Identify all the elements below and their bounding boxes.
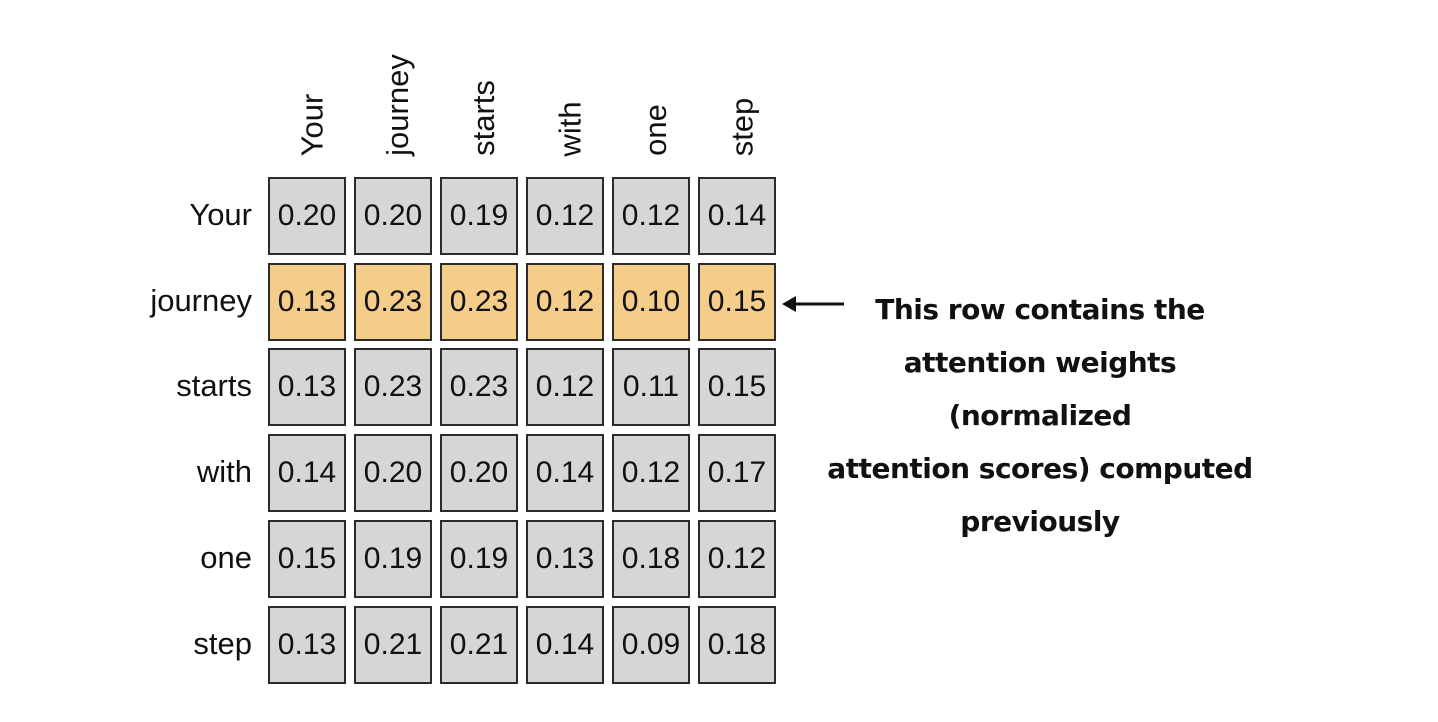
column-header: journey — [379, 54, 415, 156]
highlighted-matrix-cell: 0.10 — [612, 263, 690, 341]
callout-line: attention scores) computed — [827, 452, 1253, 485]
matrix-cell: 0.18 — [612, 520, 690, 598]
column-header: one — [637, 104, 673, 156]
matrix-cell: 0.21 — [354, 606, 432, 684]
highlighted-matrix-cell: 0.13 — [268, 263, 346, 341]
matrix-cell: 0.20 — [268, 177, 346, 255]
row-header: with — [196, 454, 252, 489]
matrix-cell: 0.15 — [698, 348, 776, 426]
callout-text: This row contains the attention weights … — [808, 283, 1272, 548]
column-header: with — [552, 100, 588, 157]
matrix-cell: 0.23 — [440, 348, 518, 426]
callout-line: previously — [960, 505, 1120, 538]
matrix-cell: 0.12 — [698, 520, 776, 598]
row-header: one — [200, 540, 252, 575]
matrix-cell: 0.12 — [526, 348, 604, 426]
highlighted-matrix-cell: 0.23 — [440, 263, 518, 341]
matrix-cell: 0.09 — [612, 606, 690, 684]
matrix-cell: 0.20 — [354, 177, 432, 255]
matrix-cell: 0.19 — [440, 177, 518, 255]
matrix-cell: 0.14 — [698, 177, 776, 255]
matrix-cell: 0.14 — [526, 606, 604, 684]
matrix-cell: 0.12 — [612, 177, 690, 255]
callout-line: This row contains the — [875, 293, 1205, 326]
callout-line: attention weights (normalized — [903, 346, 1177, 432]
matrix-cell: 0.14 — [268, 434, 346, 512]
highlighted-matrix-cell: 0.23 — [354, 263, 432, 341]
row-header: Your — [189, 197, 252, 232]
matrix-cell: 0.17 — [698, 434, 776, 512]
matrix-cell: 0.13 — [526, 520, 604, 598]
matrix-cell: 0.21 — [440, 606, 518, 684]
matrix-cell: 0.23 — [354, 348, 432, 426]
matrix-cell: 0.12 — [526, 177, 604, 255]
left-arrow-icon — [782, 296, 844, 312]
matrix-cell: 0.13 — [268, 606, 346, 684]
row-header: step — [193, 626, 252, 661]
matrix-cell: 0.14 — [526, 434, 604, 512]
row-header: journey — [150, 283, 252, 318]
row-header: starts — [176, 368, 252, 403]
matrix-cell: 0.19 — [354, 520, 432, 598]
matrix-cell: 0.13 — [268, 348, 346, 426]
column-header: Your — [293, 93, 329, 156]
column-header: starts — [465, 80, 501, 156]
matrix-cell: 0.11 — [612, 348, 690, 426]
matrix-cell: 0.12 — [612, 434, 690, 512]
matrix-cell: 0.19 — [440, 520, 518, 598]
highlighted-matrix-cell: 0.15 — [698, 263, 776, 341]
highlighted-matrix-cell: 0.12 — [526, 263, 604, 341]
matrix-cell: 0.20 — [440, 434, 518, 512]
matrix-cell: 0.18 — [698, 606, 776, 684]
matrix-cell: 0.20 — [354, 434, 432, 512]
column-header: step — [723, 97, 759, 156]
matrix-cell: 0.15 — [268, 520, 346, 598]
